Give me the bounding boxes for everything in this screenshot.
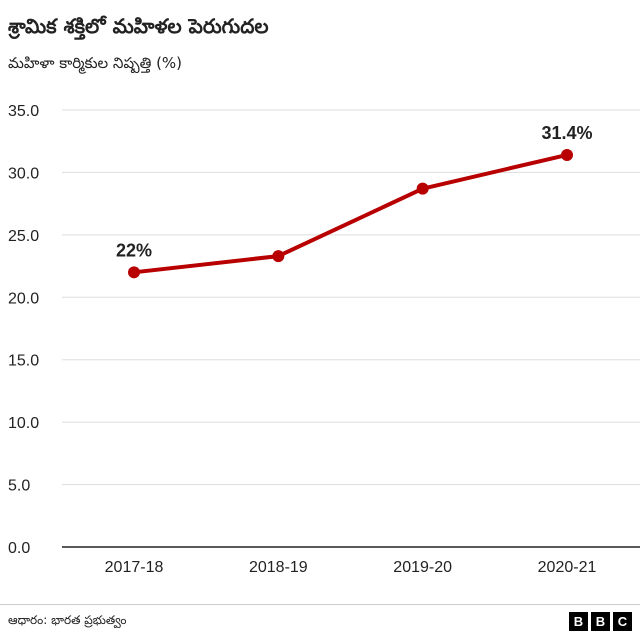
- line-chart: 0.05.010.015.020.025.030.035.0 2017-18 20…: [8, 103, 640, 576]
- bbc-logo-letter: B: [591, 612, 610, 631]
- bbc-logo-letter: B: [569, 612, 588, 631]
- y-tick-label: 15.0: [8, 353, 39, 370]
- y-tick-label: 10.0: [8, 415, 39, 432]
- data-labels: 22% 31.4%: [116, 123, 593, 260]
- x-tick-label: 2020-21: [538, 559, 597, 576]
- bbc-logo: B B C: [569, 612, 632, 631]
- series-line: [132, 152, 569, 275]
- footer-divider: [0, 604, 640, 605]
- series-path: [132, 152, 569, 275]
- source-note: ఆధారం: భారత ప్రభుత్వం: [8, 613, 127, 627]
- x-tick-label: 2019-20: [393, 559, 452, 576]
- x-tick-label: 2018-19: [249, 559, 308, 576]
- chart-title: శ్రామిక శక్తిలో మహిళల పెరుగుదల: [8, 14, 269, 38]
- y-axis-ticks: 0.0 5.0 10.0 15.0 20.0 25.0 30.0 35.0: [8, 103, 39, 557]
- data-point: [128, 266, 140, 279]
- chart-subtitle: మహిళా కార్మికుల నిష్పత్తి (%): [8, 54, 183, 72]
- bbc-logo-letter: C: [613, 612, 632, 631]
- data-points: [128, 148, 573, 279]
- y-tick-label: 25.0: [8, 228, 39, 245]
- data-point: [272, 250, 285, 263]
- gridlines: [62, 109, 640, 548]
- x-axis-ticks: 2017-18 2018-19 2019-20 2020-21: [105, 559, 597, 576]
- data-point: [416, 182, 429, 195]
- y-tick-label: 5.0: [8, 478, 30, 495]
- y-tick-label: 0.0: [8, 540, 30, 557]
- y-tick-label: 30.0: [8, 165, 39, 182]
- y-tick-label: 35.0: [8, 103, 39, 120]
- data-label: 31.4%: [541, 123, 592, 143]
- x-tick-label: 2017-18: [105, 559, 164, 576]
- data-point: [561, 148, 573, 161]
- y-tick-label: 20.0: [8, 290, 39, 307]
- data-label: 22%: [116, 240, 152, 260]
